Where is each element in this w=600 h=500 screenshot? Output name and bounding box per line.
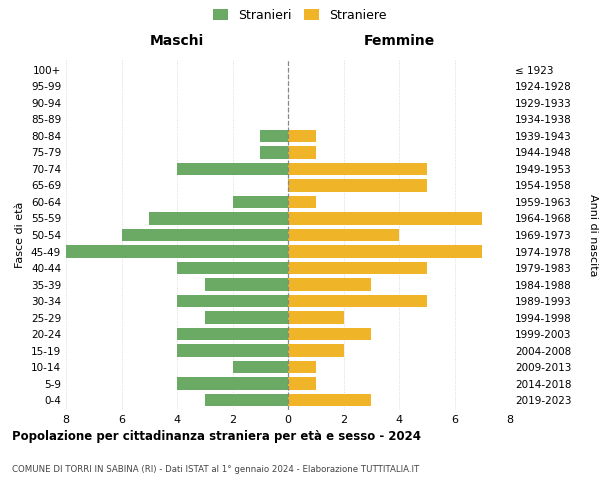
Bar xyxy=(288,212,482,224)
Bar xyxy=(177,328,288,340)
Bar xyxy=(288,394,371,406)
Y-axis label: Fasce di età: Fasce di età xyxy=(16,202,25,268)
Bar xyxy=(205,312,288,324)
Bar xyxy=(233,361,288,374)
Bar xyxy=(177,344,288,357)
Bar xyxy=(288,328,371,340)
Bar xyxy=(205,394,288,406)
Text: COMUNE DI TORRI IN SABINA (RI) - Dati ISTAT al 1° gennaio 2024 - Elaborazione TU: COMUNE DI TORRI IN SABINA (RI) - Dati IS… xyxy=(12,465,419,474)
Bar xyxy=(288,130,316,142)
Text: Femmine: Femmine xyxy=(364,34,434,48)
Bar xyxy=(177,163,288,175)
Bar xyxy=(288,229,399,241)
Legend: Stranieri, Straniere: Stranieri, Straniere xyxy=(211,6,389,24)
Bar xyxy=(205,278,288,290)
Bar xyxy=(121,229,288,241)
Bar xyxy=(288,344,343,357)
Bar xyxy=(288,180,427,192)
Bar xyxy=(260,130,288,142)
Bar xyxy=(233,196,288,208)
Bar xyxy=(149,212,288,224)
Bar xyxy=(38,246,288,258)
Bar xyxy=(288,196,316,208)
Bar xyxy=(288,378,316,390)
Bar xyxy=(177,378,288,390)
Bar xyxy=(288,278,371,290)
Bar xyxy=(288,262,427,274)
Bar xyxy=(260,146,288,158)
Bar xyxy=(288,163,427,175)
Bar xyxy=(177,262,288,274)
Bar xyxy=(177,295,288,307)
Bar xyxy=(288,361,316,374)
Bar xyxy=(288,312,343,324)
Bar xyxy=(288,246,482,258)
Text: Popolazione per cittadinanza straniera per età e sesso - 2024: Popolazione per cittadinanza straniera p… xyxy=(12,430,421,443)
Text: Maschi: Maschi xyxy=(150,34,204,48)
Bar xyxy=(288,146,316,158)
Y-axis label: Anni di nascita: Anni di nascita xyxy=(588,194,598,276)
Bar xyxy=(288,295,427,307)
